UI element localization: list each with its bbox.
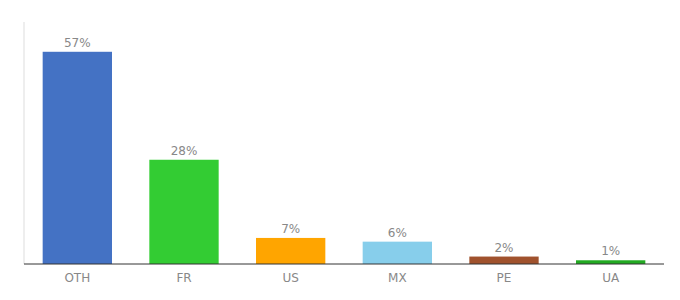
x-tick-label: UA bbox=[602, 271, 620, 285]
bar bbox=[256, 238, 325, 264]
bar bbox=[363, 242, 432, 264]
data-label: 1% bbox=[601, 244, 620, 258]
x-tick-label: OTH bbox=[64, 271, 90, 285]
bar bbox=[576, 260, 645, 264]
chart-container: 57% 28% 7% 6% 2% 1% OTH FR US MX PE UA bbox=[0, 0, 680, 300]
data-label: 57% bbox=[64, 36, 91, 50]
bar bbox=[469, 257, 538, 264]
x-axis-line bbox=[24, 264, 664, 265]
bar bbox=[149, 160, 218, 264]
x-tick-label: MX bbox=[388, 271, 407, 285]
x-tick-label: US bbox=[282, 271, 298, 285]
y-axis-line bbox=[24, 22, 25, 264]
data-label: 2% bbox=[494, 241, 513, 255]
x-tick-label: FR bbox=[176, 271, 191, 285]
bar bbox=[43, 52, 112, 264]
data-label: 6% bbox=[388, 226, 407, 240]
chart-svg: 57% 28% 7% 6% 2% 1% OTH FR US MX PE UA bbox=[0, 0, 680, 300]
x-tick-label: PE bbox=[497, 271, 512, 285]
data-label: 7% bbox=[281, 222, 300, 236]
bars bbox=[43, 52, 646, 264]
data-label: 28% bbox=[171, 144, 198, 158]
